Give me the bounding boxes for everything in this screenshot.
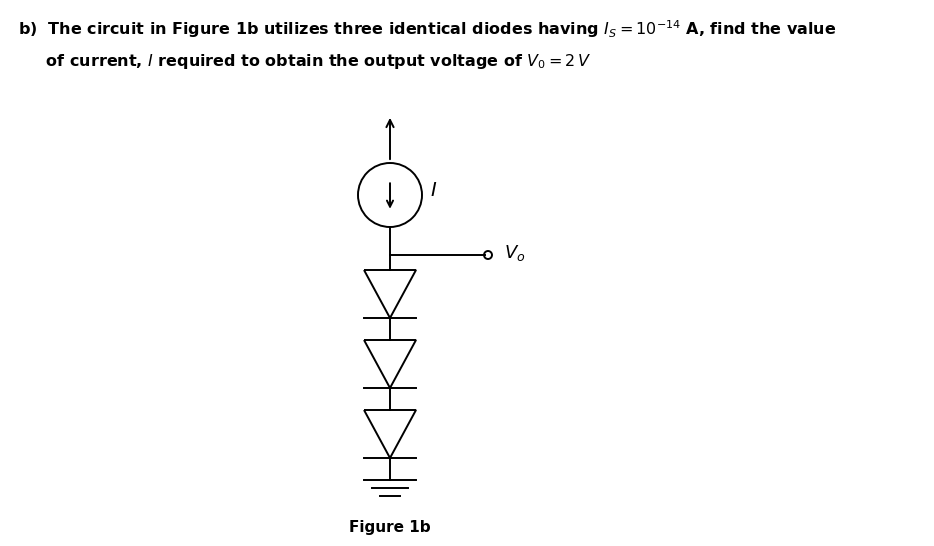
- Text: of current, $I$ required to obtain the output voltage of $V_0 = 2\,V$: of current, $I$ required to obtain the o…: [18, 52, 591, 71]
- Text: $I$: $I$: [430, 182, 437, 200]
- Text: $V_o$: $V_o$: [504, 243, 526, 263]
- Text: b)  The circuit in Figure 1b utilizes three identical diodes having $I_S = 10^{-: b) The circuit in Figure 1b utilizes thr…: [18, 18, 836, 40]
- Text: Figure 1b: Figure 1b: [349, 520, 431, 535]
